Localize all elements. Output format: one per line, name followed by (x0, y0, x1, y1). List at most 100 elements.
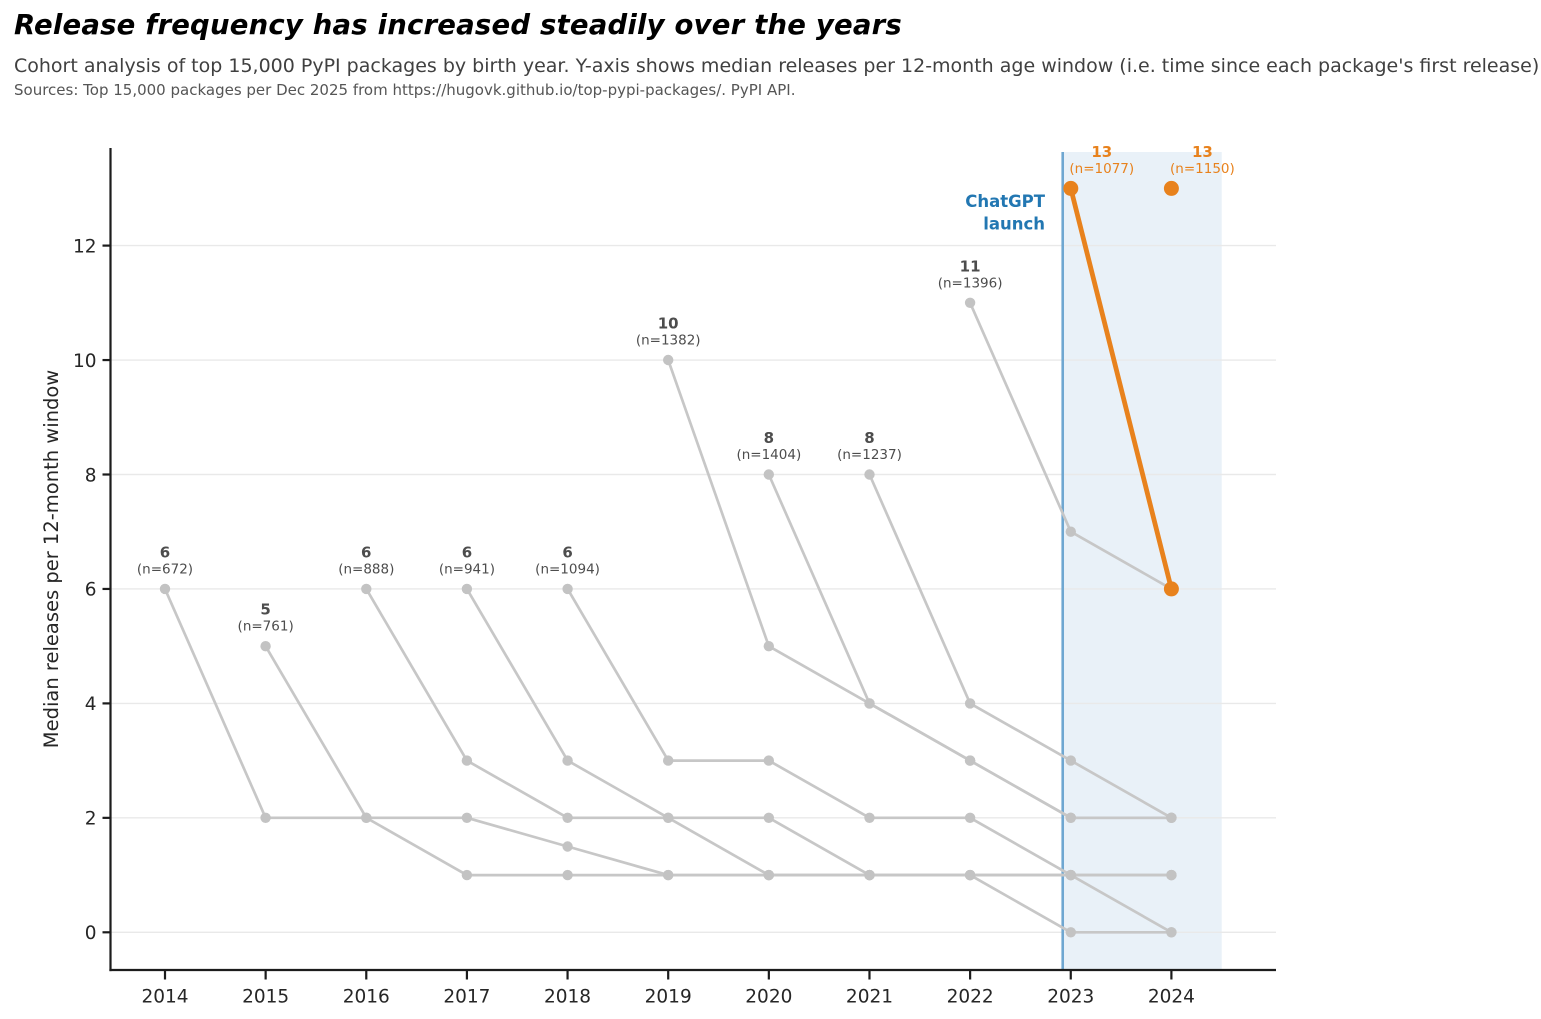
cohort-dot-2018 (562, 583, 573, 595)
cohort-series-2024 (1163, 180, 1179, 196)
cohort-dot-2015 (260, 641, 271, 652)
cohort-line-2023 (1068, 185, 1174, 592)
y-tick-label: 0 (85, 923, 97, 944)
cohort-dot-2015 (461, 869, 473, 881)
cohort-peak-label-2016: 6 (361, 543, 371, 561)
y-tick-label: 10 (73, 351, 97, 372)
cohort-dot-2016 (562, 812, 573, 823)
cohort-n-label-2018: (n=1094) (535, 561, 600, 577)
y-tick-label: 6 (85, 580, 97, 601)
x-tick-label: 2015 (242, 987, 289, 1008)
cohort-dot-2021 (1065, 755, 1077, 766)
cohort-n-label-2015: (n=761) (238, 619, 294, 635)
chart-sources-note: Sources: Top 15,000 packages per Dec 202… (14, 81, 796, 99)
x-tick-label: 2021 (846, 987, 893, 1008)
cohort-dot-2017 (663, 812, 674, 823)
cohort-dot-2022 (964, 297, 976, 308)
cohort-n-label-2020: (n=1404) (736, 447, 801, 463)
cohort-dot-2021 (964, 698, 976, 709)
cohort-series-2017 (461, 583, 1177, 938)
cohort-dot-2016 (461, 755, 473, 766)
cohort-dot-2014 (159, 583, 171, 595)
x-tick-label: 2019 (645, 987, 692, 1008)
x-tick-label: 2020 (745, 987, 792, 1008)
cohort-series-2023 (1063, 180, 1179, 597)
cohort-dot-2020 (763, 469, 774, 480)
cohort-series-2021 (864, 469, 1177, 823)
cohort-dot-2019 (663, 354, 674, 366)
cohort-line-2015 (264, 644, 1173, 934)
cohort-n-label-2017: (n=941) (439, 561, 495, 577)
cohort-line-2021 (868, 473, 1173, 820)
cohort-dot-2017 (864, 869, 875, 881)
cohort-peak-label-2020: 8 (764, 429, 774, 447)
cohort-dot-2018 (1065, 869, 1077, 881)
cohort-dot-2018 (663, 755, 674, 766)
chatgpt-era-shade-region (1062, 152, 1222, 969)
cohort-dot-2023 (1063, 180, 1079, 196)
x-tick-label: 2017 (443, 987, 490, 1008)
cohort-dot-2016 (361, 583, 372, 595)
cohort-series-2018 (562, 583, 1177, 881)
cohort-series-2015 (260, 641, 1177, 938)
cohort-n-label-2023: (n=1077) (1069, 161, 1134, 177)
y-tick-label: 8 (85, 465, 97, 486)
cohort-peak-label-2021: 8 (864, 429, 874, 447)
cohort-peak-label-2022: 11 (960, 257, 981, 275)
chart-subtitle: Cohort analysis of top 15,000 PyPI packa… (14, 55, 1541, 77)
cohort-dot-2020 (864, 698, 875, 709)
cohort-dot-2018 (1166, 869, 1177, 881)
chatgpt-launch-annotation: ChatGPT (965, 192, 1046, 211)
cohort-dot-2017 (964, 869, 976, 881)
y-tick-label: 12 (73, 236, 97, 257)
cohort-n-label-2014: (n=672) (137, 561, 193, 577)
cohort-series-2014 (159, 583, 1177, 881)
cohort-dot-2015 (1065, 927, 1077, 938)
cohort-peak-label-2014: 6 (160, 543, 170, 561)
cohort-series-2016 (361, 583, 1177, 881)
cohort-dot-2017 (562, 755, 573, 766)
cohort-dot-2018 (763, 755, 774, 766)
cohort-peak-label-2024: 13 (1192, 143, 1213, 161)
x-tick-label: 2018 (544, 987, 591, 1008)
x-tick-label: 2016 (343, 987, 390, 1008)
cohort-dot-2024 (1163, 180, 1179, 196)
cohort-dot-2015 (663, 869, 674, 881)
cohort-dot-2017 (461, 583, 473, 595)
cohort-peak-label-2015: 5 (260, 601, 270, 619)
cohort-peak-label-2018: 6 (562, 543, 572, 561)
cohort-line-2016 (364, 587, 1173, 877)
cohort-line-2017 (465, 587, 1173, 934)
cohort-n-label-2016: (n=888) (338, 561, 394, 577)
cohort-peak-label-2019: 10 (658, 315, 679, 333)
y-axis-title: Median releases per 12-month window (40, 370, 63, 749)
cohort-dot-2014 (260, 812, 271, 823)
cohort-dot-2021 (864, 469, 875, 480)
cohort-n-label-2022: (n=1396) (938, 275, 1003, 291)
cohort-dot-2015 (361, 812, 372, 823)
x-tick-label: 2014 (141, 987, 188, 1008)
cohort-dot-2022 (1065, 526, 1077, 537)
cohort-peak-label-2017: 6 (462, 543, 472, 561)
chatgpt-launch-annotation: launch (983, 215, 1045, 234)
cohort-dot-2016 (763, 812, 774, 823)
cohort-dot-2014 (562, 841, 573, 852)
cohort-dot-2014 (461, 812, 473, 823)
x-tick-label: 2024 (1148, 987, 1195, 1008)
cohort-dot-2017 (763, 869, 774, 881)
x-tick-label: 2022 (947, 987, 994, 1008)
cohort-peak-label-2023: 13 (1091, 143, 1112, 161)
cohort-dot-2023 (1163, 581, 1179, 597)
x-tick-label: 2023 (1047, 987, 1094, 1008)
cohort-dot-2020 (1065, 812, 1077, 823)
cohort-dot-2017 (1166, 927, 1177, 938)
y-tick-label: 2 (85, 809, 97, 830)
cohort-dot-2020 (964, 755, 976, 766)
cohort-dot-2021 (1166, 812, 1177, 823)
cohort-n-label-2019: (n=1382) (636, 333, 701, 349)
page-title: Release frequency has increased steadily… (14, 9, 902, 41)
cohort-dot-2019 (763, 641, 774, 652)
cohort-dot-2018 (864, 812, 875, 823)
